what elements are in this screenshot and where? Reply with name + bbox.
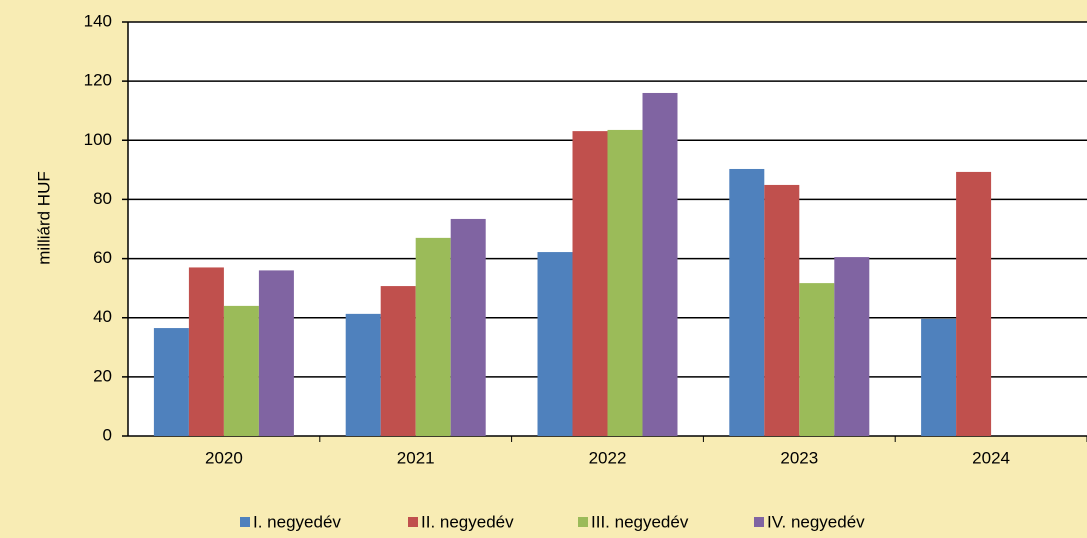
- bar: [642, 92, 678, 436]
- bar: [729, 168, 765, 436]
- bar: [380, 286, 416, 436]
- bar: [258, 270, 294, 436]
- bar: [153, 328, 189, 436]
- legend-swatch: [408, 517, 418, 527]
- x-tick-label: 2023: [780, 448, 818, 467]
- bar: [607, 129, 643, 436]
- x-tick-label: 2021: [397, 448, 435, 467]
- bar: [450, 218, 486, 436]
- y-tick-label: 80: [93, 189, 112, 208]
- legend-label: II. negyedév: [421, 512, 514, 531]
- y-tick-label: 100: [84, 130, 112, 149]
- bar: [764, 184, 800, 436]
- bar: [921, 318, 957, 436]
- bar: [956, 171, 992, 437]
- legend-label: III. negyedév: [591, 512, 689, 531]
- bar: [537, 252, 573, 436]
- legend-label: I. negyedév: [253, 512, 341, 531]
- legend-label: IV. negyedév: [767, 512, 865, 531]
- legend-swatch: [240, 517, 250, 527]
- x-tick-label: 2022: [589, 448, 627, 467]
- bar: [345, 313, 381, 436]
- y-tick-label: 0: [103, 425, 112, 444]
- bar: [188, 267, 224, 436]
- legend-swatch: [578, 517, 588, 527]
- bar: [799, 283, 835, 436]
- legend-swatch: [754, 517, 764, 527]
- bar: [572, 131, 608, 436]
- y-tick-label: 40: [93, 307, 112, 326]
- x-tick-label: 2020: [205, 448, 243, 467]
- bar: [415, 237, 451, 436]
- y-tick-label: 60: [93, 248, 112, 267]
- y-tick-label: 20: [93, 366, 112, 385]
- y-axis-label: milliárd HUF: [34, 171, 53, 265]
- y-tick-label: 120: [84, 71, 112, 90]
- x-tick-label: 2024: [972, 448, 1010, 467]
- bar: [834, 257, 870, 436]
- y-tick-label: 140: [84, 11, 112, 30]
- bar: [223, 305, 259, 436]
